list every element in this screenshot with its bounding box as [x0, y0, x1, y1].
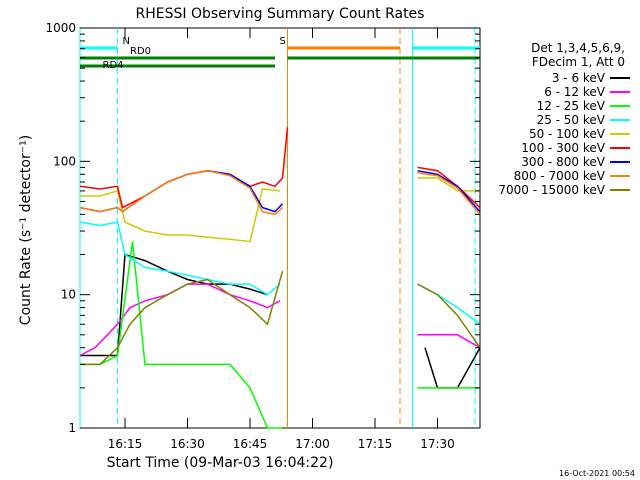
legend-entry-label: 800 - 7000 keV [514, 169, 606, 183]
series-lines [79, 127, 481, 429]
series-line [80, 270, 481, 366]
series-line [80, 177, 480, 243]
x-tick-label: 16:45 [233, 437, 268, 451]
legend-entry-label: 3 - 6 keV [552, 71, 606, 85]
y-tick-label: 1 [68, 421, 76, 435]
series-line [80, 241, 480, 429]
vertical-markers [79, 28, 476, 428]
x-tick-label: 16:15 [108, 437, 143, 451]
legend-entry-label: 100 - 300 keV [521, 141, 605, 155]
y-tick-label: 10 [61, 288, 76, 302]
axis-ticks: 1 10 100 1000 16:15 16:30 16:45 17:00 17:15 17:30 [45, 21, 480, 451]
series-line [79, 169, 481, 216]
x-tick-label: 17:00 [295, 437, 330, 451]
state-flag-label: N [123, 36, 130, 47]
legend-entry-label: 25 - 50 keV [537, 113, 606, 127]
legend-entry-label: 12 - 25 keV [537, 99, 606, 113]
x-tick-label: 17:15 [358, 437, 393, 451]
legend-header-line-1: Det 1,3,4,5,6,9, [531, 41, 625, 55]
legend: Det 1,3,4,5,6,9, FDecim 1, Att 0 3 - 6 k… [498, 41, 630, 197]
state-flag-label: RD0 [130, 46, 151, 57]
y-tick-label: 1000 [45, 21, 76, 35]
x-tick-label: 16:30 [170, 437, 205, 451]
x-axis-label: Start Time (09-Mar-03 16:04:22) [107, 455, 334, 471]
legend-header-line-2: FDecim 1, Att 0 [532, 55, 625, 69]
legend-entry-label: 50 - 100 keV [529, 127, 606, 141]
state-flag-label: S [280, 36, 286, 47]
state-flag-label: RD4 [103, 60, 124, 71]
legend-entry-label: 6 - 12 keV [544, 85, 606, 99]
legend-entry-label: 7000 - 15000 keV [498, 183, 605, 197]
legend-entry-label: 300 - 800 keV [521, 155, 605, 169]
y-tick-label: 100 [53, 154, 76, 168]
x-tick-label: 17:30 [420, 437, 455, 451]
generation-timestamp: 16-Oct-2021 00:54 [559, 469, 635, 478]
y-axis-label: Count Rate (s⁻¹ detector⁻¹) [18, 135, 34, 325]
chart-title: RHESSI Observing Summary Count Rates [136, 6, 425, 22]
